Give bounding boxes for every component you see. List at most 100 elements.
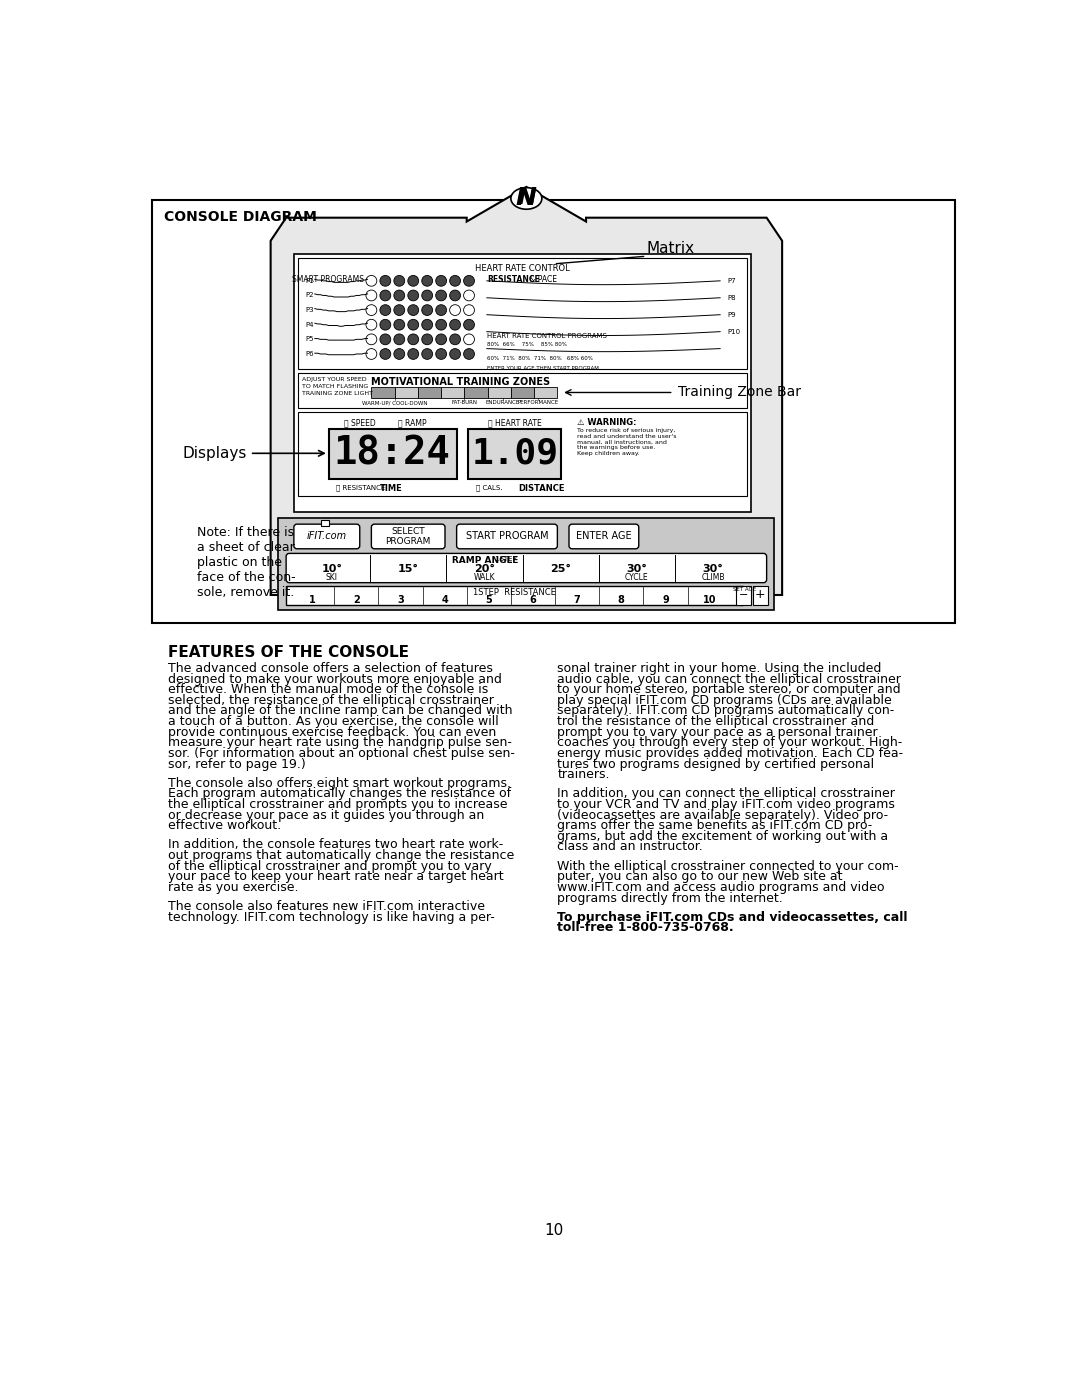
- Circle shape: [394, 334, 405, 345]
- Text: SELECT
PROGRAM: SELECT PROGRAM: [386, 527, 431, 546]
- Text: tures two programs designed by certified personal: tures two programs designed by certified…: [557, 757, 875, 771]
- Text: ⎕ RAMP: ⎕ RAMP: [399, 418, 427, 427]
- Text: WALK: WALK: [474, 573, 496, 583]
- Text: P3: P3: [306, 307, 314, 313]
- Text: toll-free 1-800-735-0768.: toll-free 1-800-735-0768.: [557, 921, 734, 935]
- Circle shape: [408, 334, 419, 345]
- Text: 30°: 30°: [626, 564, 647, 574]
- Text: puter, you can also go to our new Web site at: puter, you can also go to our new Web si…: [557, 870, 842, 883]
- Text: 60%  71%  80%  71%  80%   68% 60%: 60% 71% 80% 71% 80% 68% 60%: [487, 356, 593, 362]
- Text: effective. When the manual mode of the console is: effective. When the manual mode of the c…: [167, 683, 488, 696]
- FancyBboxPatch shape: [294, 524, 360, 549]
- Text: 10: 10: [703, 595, 716, 605]
- Circle shape: [422, 320, 433, 330]
- Circle shape: [422, 305, 433, 316]
- Text: ENDURANCE: ENDURANCE: [486, 400, 521, 405]
- Text: P5: P5: [306, 337, 314, 342]
- Text: Matrix: Matrix: [647, 242, 694, 256]
- Bar: [511, 387, 535, 398]
- Text: provide continuous exercise feedback. You can even: provide continuous exercise feedback. Yo…: [167, 725, 496, 739]
- Text: To reduce risk of serious injury,
read and understand the user's
manual, all ins: To reduce risk of serious injury, read a…: [577, 427, 676, 455]
- Text: RAMP ANGLE: RAMP ANGLE: [430, 556, 518, 566]
- Text: CYCLE: CYCLE: [625, 573, 649, 583]
- Text: P2: P2: [306, 292, 314, 299]
- Bar: [298, 257, 747, 369]
- Text: Each program automatically changes the resistance of: Each program automatically changes the r…: [167, 788, 511, 800]
- Text: SKI: SKI: [326, 573, 338, 583]
- Circle shape: [422, 334, 433, 345]
- Text: designed to make your workouts more enjoyable and: designed to make your workouts more enjo…: [167, 672, 501, 686]
- Bar: [152, 200, 955, 623]
- Bar: [441, 387, 464, 398]
- Text: Note: If there is
a sheet of clear
plastic on the
face of the con-
sole, remove : Note: If there is a sheet of clear plast…: [197, 525, 296, 599]
- Circle shape: [463, 349, 474, 359]
- Text: In addition, the console features two heart rate work-: In addition, the console features two he…: [167, 838, 503, 851]
- Text: TRAINING ZONE LIGHT: TRAINING ZONE LIGHT: [301, 391, 373, 395]
- Circle shape: [366, 320, 377, 330]
- Text: energy music provides added motivation. Each CD fea-: energy music provides added motivation. …: [557, 747, 904, 760]
- Bar: [372, 387, 394, 398]
- Text: CONSOLE DIAGRAM: CONSOLE DIAGRAM: [164, 210, 318, 224]
- Circle shape: [449, 305, 460, 316]
- Bar: [279, 518, 774, 610]
- Text: ADJUST YOUR SPEED: ADJUST YOUR SPEED: [301, 377, 366, 383]
- Polygon shape: [271, 187, 782, 595]
- Text: HEART RATE CONTROL: HEART RATE CONTROL: [475, 264, 570, 272]
- Text: 5: 5: [485, 595, 492, 605]
- Circle shape: [435, 334, 446, 345]
- FancyBboxPatch shape: [569, 524, 638, 549]
- Text: SMART PROGRAMS: SMART PROGRAMS: [292, 275, 364, 284]
- Text: or decrease your pace as it guides you through an: or decrease your pace as it guides you t…: [167, 809, 484, 821]
- Circle shape: [408, 349, 419, 359]
- Text: out programs that automatically change the resistance: out programs that automatically change t…: [167, 849, 514, 862]
- Circle shape: [408, 291, 419, 300]
- Text: RESISTANCE: RESISTANCE: [487, 275, 540, 284]
- Text: WARM-UP/ COOL-DOWN: WARM-UP/ COOL-DOWN: [362, 400, 428, 405]
- Text: To purchase iFIT.com CDs and videocassettes, call: To purchase iFIT.com CDs and videocasset…: [557, 911, 908, 923]
- Text: ⎕ CALS.: ⎕ CALS.: [476, 485, 502, 490]
- Text: 6: 6: [529, 595, 537, 605]
- Bar: [469, 429, 562, 479]
- Bar: [294, 254, 751, 511]
- Text: rate as you exercise.: rate as you exercise.: [167, 882, 298, 894]
- Text: coaches you through every step of your workout. High-: coaches you through every step of your w…: [557, 736, 903, 749]
- Bar: [286, 585, 743, 605]
- FancyBboxPatch shape: [372, 524, 445, 549]
- Bar: [464, 387, 488, 398]
- Text: 15°: 15°: [397, 564, 419, 574]
- Circle shape: [449, 334, 460, 345]
- Text: and the angle of the incline ramp can be changed with: and the angle of the incline ramp can be…: [167, 704, 512, 718]
- Circle shape: [366, 275, 377, 286]
- Text: PERFORMANCE: PERFORMANCE: [517, 400, 558, 405]
- Circle shape: [380, 349, 391, 359]
- Text: FAT-BURN: FAT-BURN: [451, 400, 477, 405]
- Circle shape: [408, 305, 419, 316]
- Text: trainers.: trainers.: [557, 768, 610, 781]
- Text: programs directly from the internet.: programs directly from the internet.: [557, 891, 783, 904]
- Bar: [328, 429, 457, 479]
- Text: measure your heart rate using the handgrip pulse sen-: measure your heart rate using the handgr…: [167, 736, 512, 749]
- Circle shape: [422, 291, 433, 300]
- Text: Displays: Displays: [183, 446, 247, 461]
- Text: P4: P4: [306, 321, 314, 328]
- Circle shape: [408, 275, 419, 286]
- Text: 9: 9: [662, 595, 669, 605]
- Text: sor, refer to page 19.): sor, refer to page 19.): [167, 757, 306, 771]
- Circle shape: [394, 291, 405, 300]
- Circle shape: [380, 275, 391, 286]
- Text: +: +: [755, 588, 766, 602]
- Text: your pace to keep your heart rate near a target heart: your pace to keep your heart rate near a…: [167, 870, 503, 883]
- Text: of the elliptical crosstrainer and prompt you to vary: of the elliptical crosstrainer and promp…: [167, 859, 491, 873]
- Circle shape: [435, 320, 446, 330]
- Circle shape: [449, 275, 460, 286]
- Text: 10°: 10°: [322, 564, 342, 574]
- Text: In addition, you can connect the elliptical crosstrainer: In addition, you can connect the ellipti…: [557, 788, 895, 800]
- Text: P1: P1: [306, 278, 314, 284]
- Circle shape: [435, 349, 446, 359]
- Circle shape: [463, 334, 474, 345]
- Text: FEATURES OF THE CONSOLE: FEATURES OF THE CONSOLE: [167, 645, 408, 659]
- Circle shape: [449, 349, 460, 359]
- Circle shape: [422, 349, 433, 359]
- Text: separately). IFIT.com CD programs automatically con-: separately). IFIT.com CD programs automa…: [557, 704, 894, 718]
- Text: TIME: TIME: [379, 485, 402, 493]
